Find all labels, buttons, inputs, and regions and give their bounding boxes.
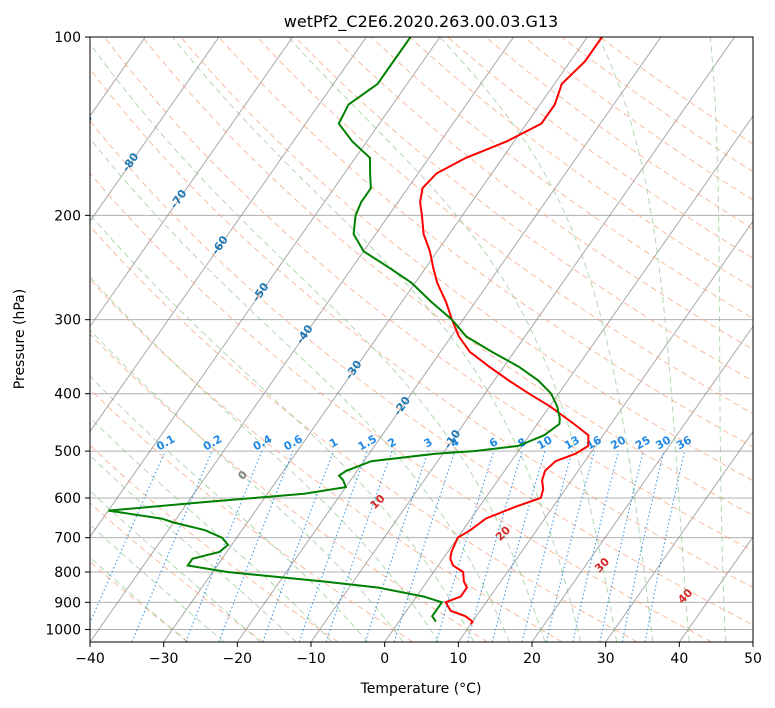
y-tick-label: 200 <box>54 208 81 224</box>
moist-adiabat-line <box>90 329 404 642</box>
y-tick-label: 500 <box>54 444 81 460</box>
isotherm-line <box>90 37 514 642</box>
isotherm-line <box>90 37 441 538</box>
dry-adiabat-line <box>256 37 753 415</box>
moist-adiabat-line <box>90 42 546 642</box>
dry-adiabat-line <box>218 37 753 448</box>
y-tick-label: 100 <box>54 30 81 46</box>
x-axis-title: Temperature (°C) <box>360 681 482 697</box>
dry-adiabat-line <box>142 37 753 516</box>
mixing-ratio-line <box>545 450 595 642</box>
y-tick-label: 700 <box>54 531 81 547</box>
x-tick-label: −40 <box>75 651 105 667</box>
dry-adiabat-line <box>90 502 264 642</box>
dry-adiabat-line <box>90 68 753 589</box>
isotherm-line <box>90 37 293 328</box>
x-tick-label: 50 <box>744 651 762 667</box>
moist-adiabat-line <box>90 213 475 642</box>
moist-adiabat-line <box>598 37 690 642</box>
y-axis-ticks: 100 200 300 400 500 600 700 800 900 1000 <box>45 30 90 638</box>
mixing-ratio-line <box>521 450 573 642</box>
mixing-ratio-line <box>262 450 335 642</box>
profile-lines <box>108 37 603 625</box>
y-tick-label: 800 <box>54 565 81 581</box>
dry-adiabat-line <box>104 37 753 552</box>
x-tick-label: −10 <box>296 651 326 667</box>
x-tick-label: 40 <box>670 651 688 667</box>
moist-adiabat-line <box>90 524 225 642</box>
y-tick-label: 1000 <box>45 622 81 638</box>
moist-adiabat-line <box>90 454 297 642</box>
mixing-ratio-line <box>185 450 263 642</box>
isotherm-line <box>678 536 753 642</box>
y-tick-label: 300 <box>54 313 81 329</box>
mixing-ratio-line <box>90 450 166 625</box>
plot-frame <box>89 36 754 643</box>
moist-adiabat-line <box>90 556 188 642</box>
x-tick-label: 0 <box>380 651 389 667</box>
isotherm-line <box>90 37 367 433</box>
y-tick-label: 400 <box>54 387 81 403</box>
moist-adiabat-line <box>90 490 261 642</box>
x-tick-label: 30 <box>597 651 615 667</box>
mixing-ratio-line <box>599 450 644 642</box>
mixing-ratio-line <box>393 450 456 642</box>
moist-adiabat-line <box>439 37 654 642</box>
y-axis-title: Pressure (hPa) <box>12 289 28 389</box>
isotherm-line <box>236 37 662 642</box>
mixing-ratio-line <box>298 450 368 642</box>
dry-adiabat-line <box>90 120 753 626</box>
y-tick-label: 600 <box>54 491 81 507</box>
background-lines <box>90 37 753 642</box>
dry-adiabat-line <box>90 333 488 642</box>
moist-adiabat-line <box>90 375 369 642</box>
isotherm-line <box>605 430 753 642</box>
mixing-ratio-line <box>218 450 294 642</box>
dry-adiabat-line <box>90 172 712 642</box>
chart-title: wetPf2_C2E6.2020.263.00.03.G13 <box>284 12 558 32</box>
dry-adiabat-line <box>90 388 414 642</box>
mixing-ratio-line <box>364 450 429 642</box>
y-tick-label: 900 <box>54 595 81 611</box>
mixing-ratio-line <box>491 450 546 642</box>
mixing-ratio-line <box>466 450 523 642</box>
x-tick-label: −20 <box>223 651 253 667</box>
moist-adiabat-line <box>287 37 618 642</box>
dry-adiabat-line <box>294 37 753 382</box>
temperature-profile-line <box>419 37 603 625</box>
mixing-ratio-line <box>435 450 495 642</box>
isotherm-line <box>90 37 220 222</box>
x-tick-label: 10 <box>449 651 467 667</box>
dry-adiabat-line <box>90 225 638 642</box>
mixing-ratio-line <box>131 450 213 642</box>
isotherm-line <box>531 325 753 642</box>
x-tick-label: 20 <box>523 651 541 667</box>
dry-adiabat-line <box>90 278 563 642</box>
moist-adiabat-line <box>709 37 727 642</box>
mixing-ratio-line <box>325 450 393 642</box>
mixing-ratio-line <box>572 450 620 642</box>
x-tick-label: −30 <box>149 651 179 667</box>
dry-adiabat-line <box>409 37 753 289</box>
moist-adiabat-line <box>90 276 439 642</box>
x-axis-ticks: −40 −30 −20 −10 0 10 20 30 40 50 <box>75 642 762 667</box>
isotherm-line <box>457 220 753 642</box>
isotherm-line <box>310 37 735 642</box>
dewpoint-profile-line <box>108 37 561 623</box>
isotherm-line <box>163 37 588 642</box>
